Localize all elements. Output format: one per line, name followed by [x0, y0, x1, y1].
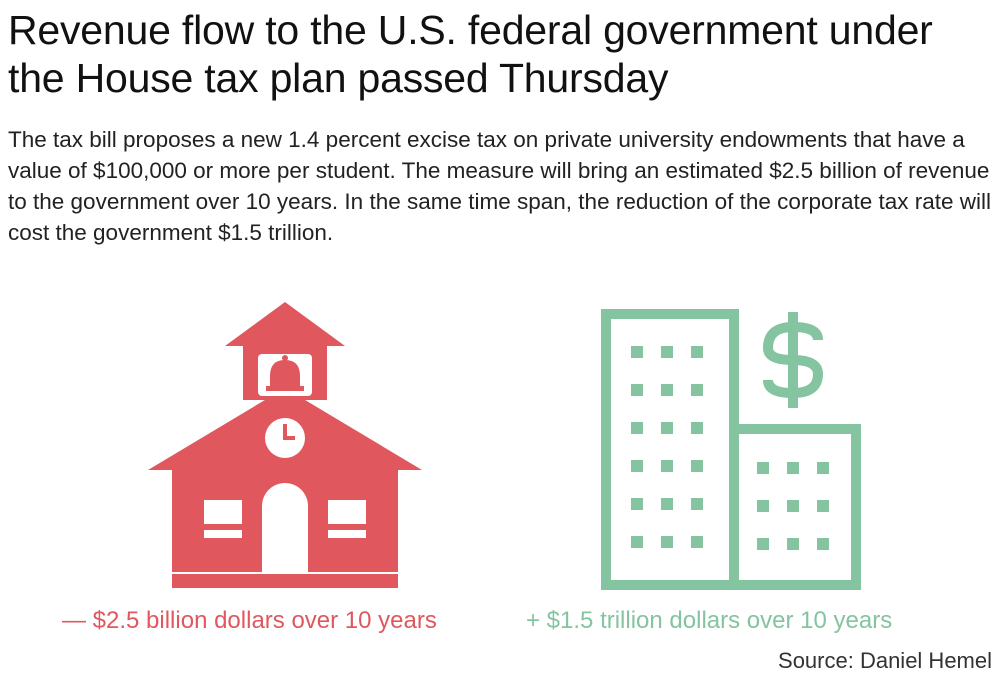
corporate-revenue-caption: + $1.5 trillion dollars over 10 years — [526, 607, 893, 634]
school-cost-caption: — $2.5 billion dollars over 10 years — [62, 607, 437, 634]
source-credit: Source: Daniel Hemel — [778, 648, 992, 673]
office-building-dollar-icon — [596, 307, 866, 592]
description-text: The tax bill proposes a new 1.4 percent … — [8, 127, 992, 245]
schoolhouse-icon — [140, 300, 430, 592]
page-title: Revenue flow to the U.S. federal governm… — [8, 7, 933, 101]
